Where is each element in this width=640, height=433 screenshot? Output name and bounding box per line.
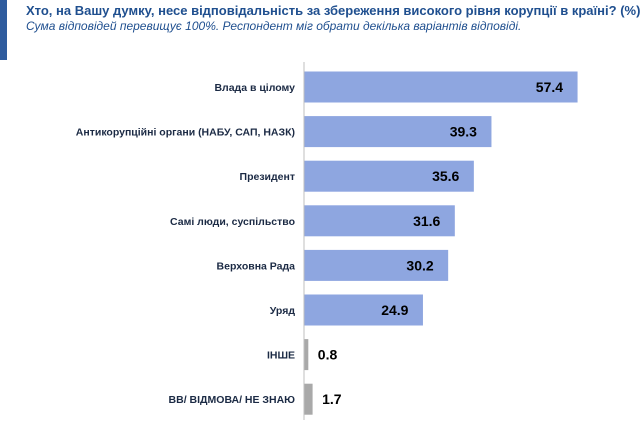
category-label: Уряд: [270, 305, 296, 317]
chart-subtitle: Сума відповідей перевищує 100%. Респонде…: [26, 19, 522, 33]
category-label: ВВ/ ВІДМОВА/ НЕ ЗНАЮ: [169, 394, 296, 406]
bar: [304, 71, 578, 103]
bar: [304, 339, 309, 371]
data-label: 24.9: [381, 302, 408, 318]
data-label: 57.4: [536, 79, 563, 95]
bar: [304, 249, 449, 281]
category-label: Самі люди, суспільство: [170, 216, 295, 228]
data-label: 1.7: [322, 391, 342, 407]
bar: [304, 160, 474, 192]
data-label: 30.2: [406, 257, 433, 273]
category-label: Антикорупційні органи (НАБУ, САП, НАЗК): [76, 127, 295, 139]
data-label: 35.6: [432, 168, 459, 184]
data-label: 31.6: [413, 213, 440, 229]
chart-title: Хто, на Вашу думку, несе відповідальніст…: [26, 3, 640, 18]
category-label: Влада в цілому: [214, 82, 295, 94]
data-label: 39.3: [450, 124, 477, 140]
bar: [304, 205, 455, 237]
bar: [304, 383, 313, 415]
left-accent-bar: [0, 0, 7, 60]
category-label: ІНШЕ: [267, 350, 295, 362]
category-label: Верховна Рада: [217, 260, 296, 272]
category-label: Президент: [240, 171, 295, 183]
data-label: 0.8: [318, 347, 338, 363]
bar: [304, 294, 423, 326]
bar: [304, 116, 492, 148]
